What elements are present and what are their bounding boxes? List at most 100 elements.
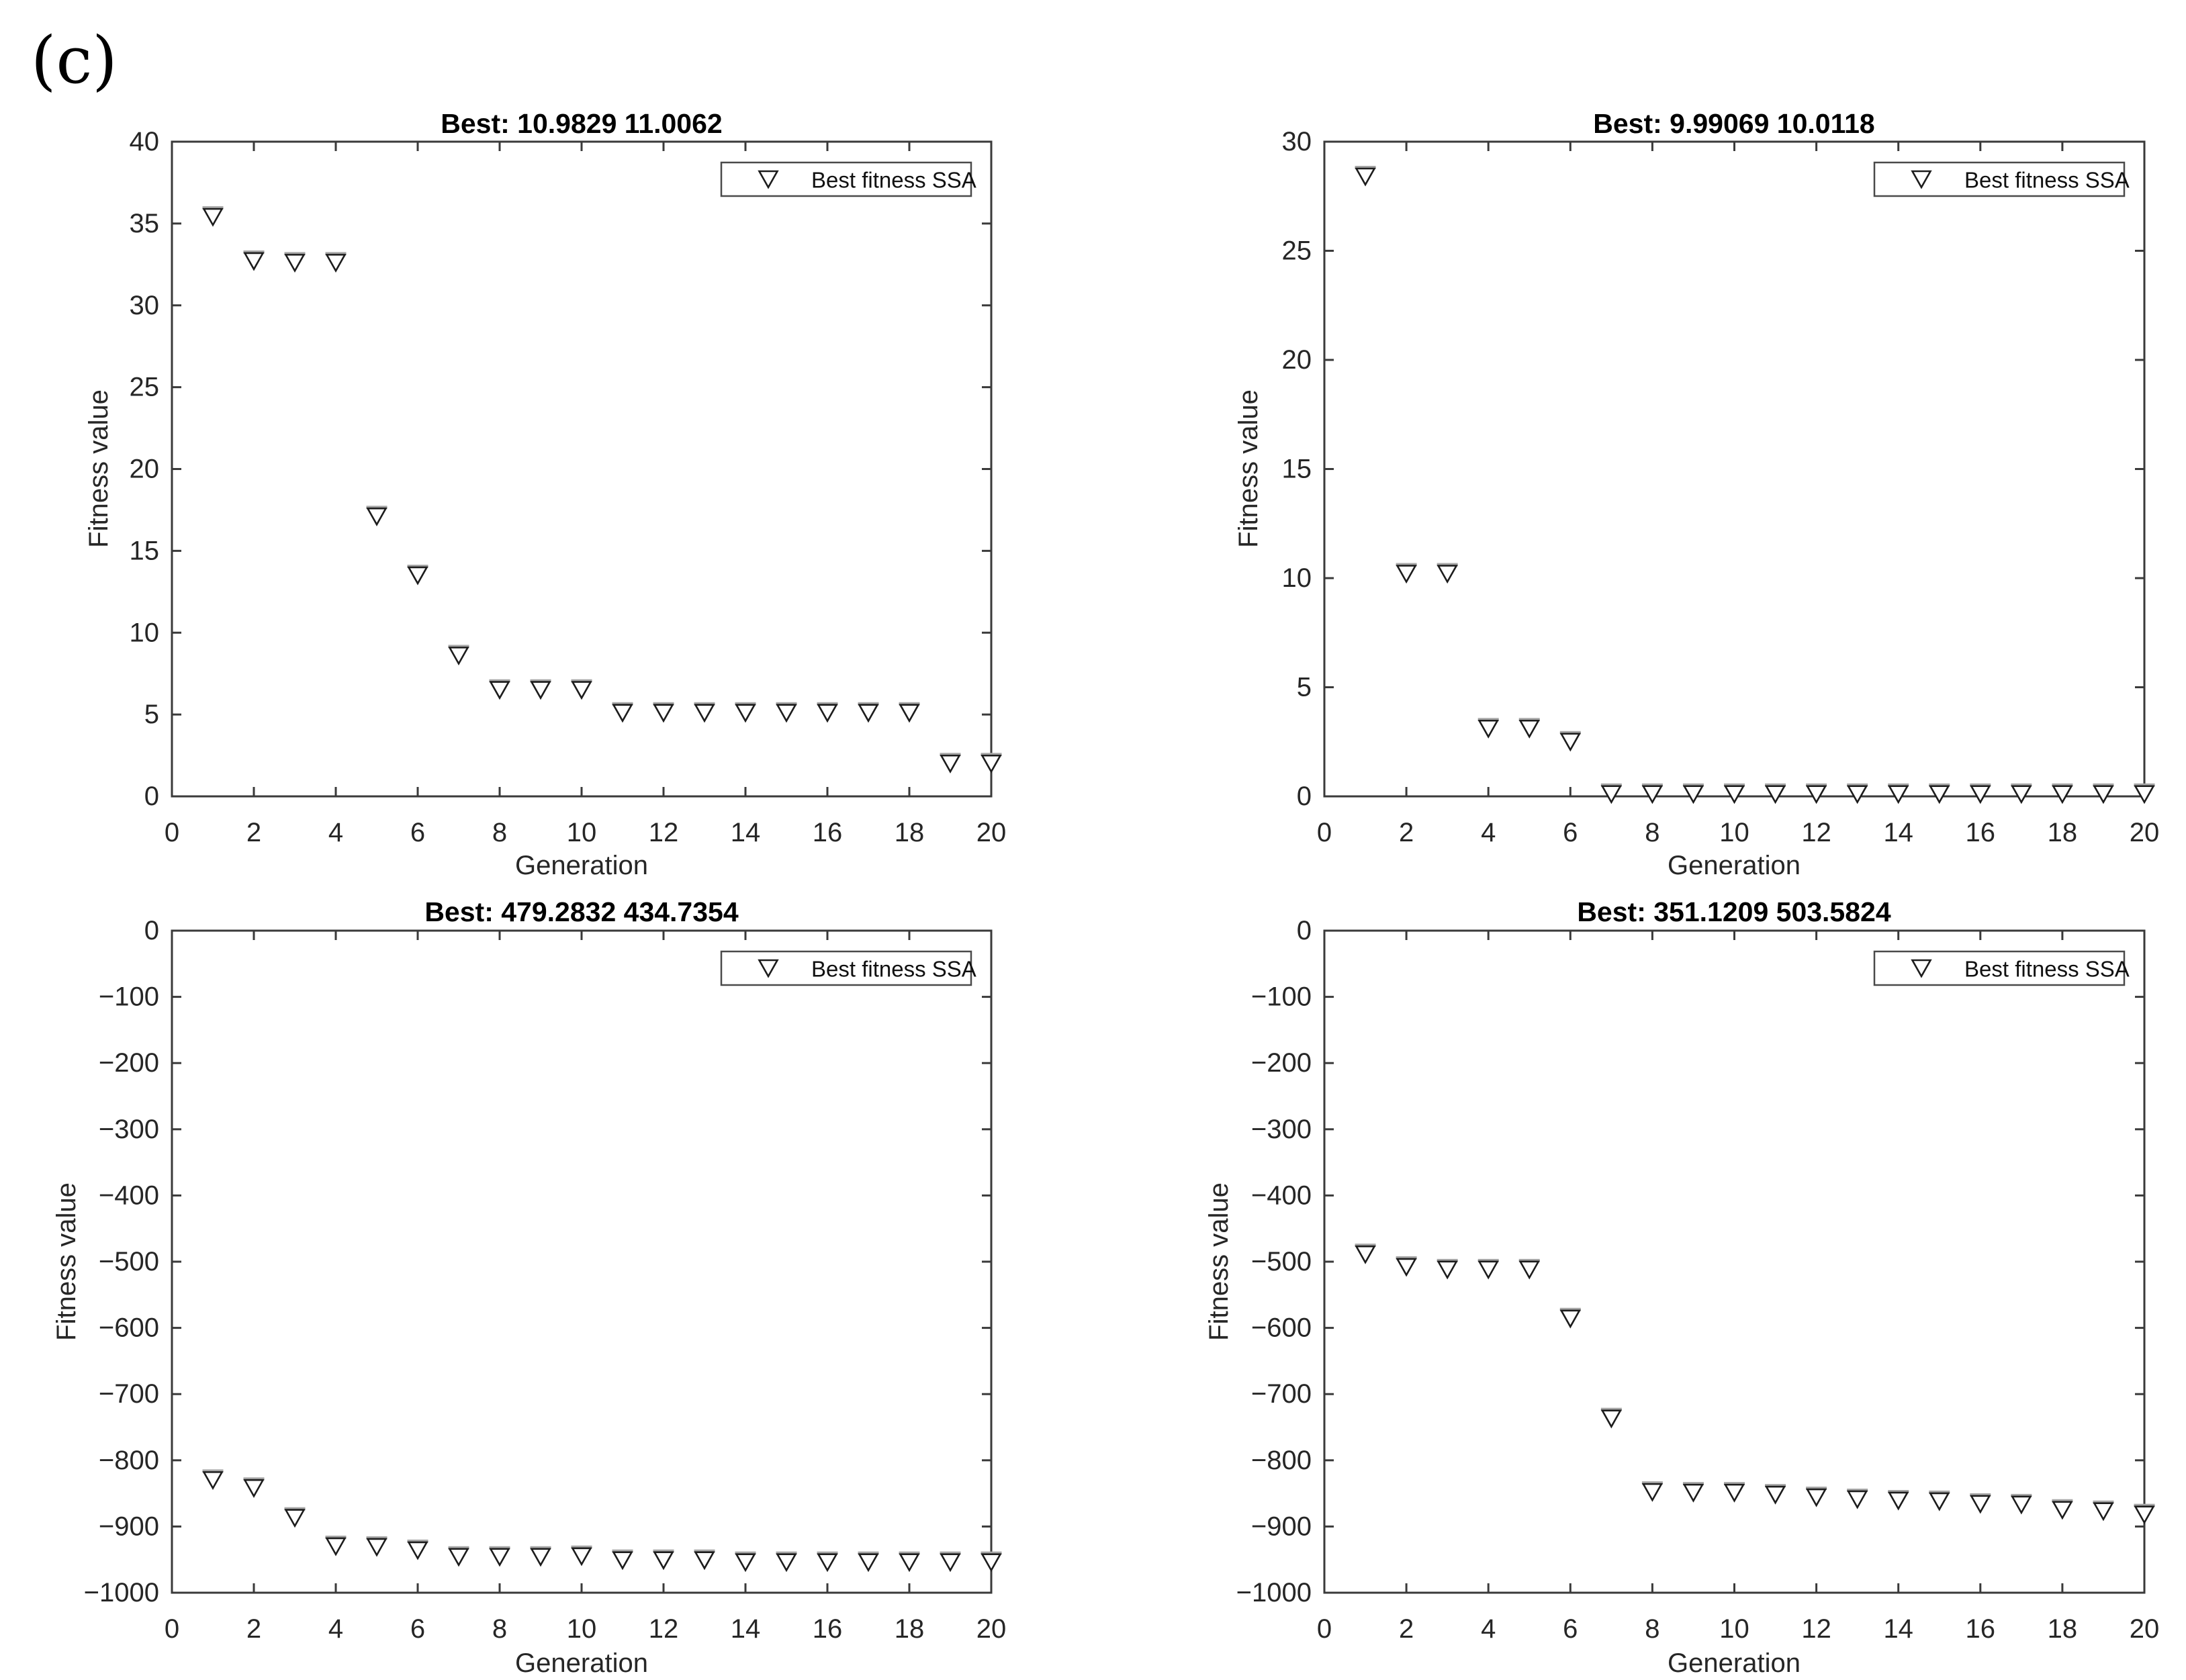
- x-tick-label: 18: [895, 1614, 925, 1644]
- data-point-triangle-icon: [1929, 785, 1950, 804]
- legend-marker-triangle-icon: [758, 959, 779, 978]
- data-point-triangle-icon: [1846, 785, 1868, 804]
- x-tick-label: 4: [1481, 1614, 1496, 1644]
- legend: Best fitness SSA: [1873, 950, 2130, 986]
- x-tick-label: 6: [410, 818, 425, 847]
- data-markers: [202, 206, 1002, 774]
- data-point-triangle-icon: [366, 1538, 388, 1557]
- y-tick-label: −500: [1251, 1247, 1312, 1276]
- x-tick-label: 16: [1966, 818, 1996, 847]
- data-point-triangle-icon: [571, 1547, 592, 1567]
- y-tick-label: 25: [1282, 236, 1312, 266]
- legend-label: Best fitness SSA: [811, 168, 976, 193]
- plot-frame: 0 2 4 6 8 10 12 14 16 18 20 0 5 10 15 20 25 30 35 40: [130, 127, 1007, 847]
- y-tick-label: 35: [130, 209, 160, 238]
- data-point-triangle-icon: [899, 704, 920, 723]
- data-point-triangle-icon: [858, 1553, 879, 1573]
- chart-title: Best: 351.1209 503.5824: [1577, 896, 1891, 927]
- data-point-triangle-icon: [1355, 1245, 1376, 1264]
- data-point-triangle-icon: [694, 704, 715, 723]
- y-tick-label: −200: [1251, 1048, 1312, 1078]
- legend-label: Best fitness SSA: [1964, 957, 2130, 982]
- data-point-triangle-icon: [284, 1509, 306, 1528]
- x-tick-label: 14: [1883, 818, 1913, 847]
- x-tick-label: 8: [492, 818, 507, 847]
- data-point-triangle-icon: [735, 1553, 756, 1573]
- x-tick-label: 12: [649, 818, 679, 847]
- y-tick-label: 0: [144, 782, 159, 811]
- y-tick-label: 40: [130, 127, 160, 156]
- x-tick-label: 2: [1399, 818, 1414, 847]
- chart-bottom-right: Best: 351.1209 503.5824 Generation Fitne…: [1204, 896, 2159, 1678]
- x-tick-label: 0: [165, 1614, 179, 1644]
- y-axis-label: Fitness value: [1204, 1182, 1234, 1341]
- x-tick-label: 20: [2130, 818, 2160, 847]
- data-point-triangle-icon: [1641, 785, 1664, 804]
- data-point-triangle-icon: [489, 681, 510, 700]
- legend-marker-triangle-icon: [1911, 170, 1932, 189]
- data-point-triangle-icon: [817, 704, 838, 723]
- y-tick-label: −300: [1251, 1115, 1312, 1144]
- y-tick-label: −900: [1251, 1511, 1312, 1541]
- data-point-triangle-icon: [1929, 1492, 1950, 1511]
- plot-frame: 0 2 4 6 8 10 12 14 16 18 20 0 5 10 15 20 25 30: [1282, 127, 2160, 847]
- x-tick-label: 20: [2130, 1614, 2160, 1644]
- data-point-triangle-icon: [1396, 565, 1417, 584]
- data-point-triangle-icon: [448, 647, 469, 666]
- data-point-triangle-icon: [612, 704, 633, 723]
- data-point-triangle-icon: [940, 1553, 961, 1573]
- axes-box: [171, 929, 993, 1594]
- data-point-triangle-icon: [1887, 1491, 1909, 1511]
- y-tick-label: −800: [1251, 1446, 1312, 1475]
- data-point-triangle-icon: [202, 207, 224, 227]
- y-axis-label: Fitness value: [52, 1182, 81, 1341]
- data-point-triangle-icon: [776, 1553, 797, 1573]
- y-tick-label: 20: [1282, 345, 1312, 375]
- y-tick-label: −100: [1251, 982, 1312, 1012]
- data-point-triangle-icon: [366, 507, 388, 526]
- data-point-triangle-icon: [448, 1548, 469, 1567]
- data-point-triangle-icon: [530, 1548, 551, 1567]
- data-point-triangle-icon: [1437, 565, 1458, 584]
- legend-label: Best fitness SSA: [811, 957, 976, 982]
- x-tick-label: 2: [246, 818, 261, 847]
- y-tick-label: −1000: [1236, 1578, 1312, 1607]
- chart-bottom-left: Best: 479.2832 434.7354 Generation Fitne…: [52, 896, 1006, 1678]
- data-point-triangle-icon: [1600, 1409, 1623, 1429]
- data-point-triangle-icon: [489, 1548, 510, 1567]
- x-tick-label: 6: [1563, 818, 1578, 847]
- data-point-triangle-icon: [243, 1479, 265, 1498]
- legend: Best fitness SSA: [1873, 161, 2130, 197]
- data-point-triangle-icon: [2011, 1495, 2032, 1515]
- x-tick-label: 4: [328, 1614, 343, 1644]
- x-tick-label: 0: [1317, 818, 1332, 847]
- legend: Best fitness SSA: [720, 161, 976, 197]
- data-point-triangle-icon: [2093, 1502, 2114, 1522]
- data-markers: [1355, 166, 2155, 804]
- data-point-triangle-icon: [1846, 1490, 1868, 1509]
- x-tick-label: 16: [813, 818, 843, 847]
- x-tick-label: 14: [731, 818, 761, 847]
- x-tick-label: 2: [1399, 1614, 1414, 1644]
- y-tick-label: −700: [1251, 1379, 1312, 1409]
- data-point-triangle-icon: [1396, 1258, 1417, 1277]
- y-tick-label: 25: [130, 373, 160, 402]
- x-tick-label: 20: [976, 1614, 1007, 1644]
- x-tick-label: 8: [1645, 818, 1659, 847]
- plot-frame: 0 2 4 6 8 10 12 14 16 18 20−1000−900−800−700−600−5…: [84, 916, 1007, 1644]
- y-tick-label: −600: [99, 1313, 159, 1343]
- data-point-triangle-icon: [1970, 1495, 1991, 1514]
- data-point-triangle-icon: [817, 1553, 838, 1573]
- chart-top-left: Best: 10.9829 11.0062 Generation Fitness…: [84, 108, 1006, 880]
- x-tick-label: 10: [1719, 818, 1749, 847]
- chart-title: Best: 9.99069 10.0118: [1593, 108, 1874, 139]
- data-point-triangle-icon: [1764, 785, 1786, 804]
- x-tick-label: 4: [328, 818, 343, 847]
- legend: Best fitness SSA: [720, 950, 976, 986]
- data-point-triangle-icon: [2052, 785, 2073, 804]
- data-point-triangle-icon: [1682, 785, 1704, 804]
- x-tick-label: 16: [813, 1614, 843, 1644]
- y-tick-label: −800: [99, 1446, 159, 1475]
- figure-label: (c): [31, 23, 118, 98]
